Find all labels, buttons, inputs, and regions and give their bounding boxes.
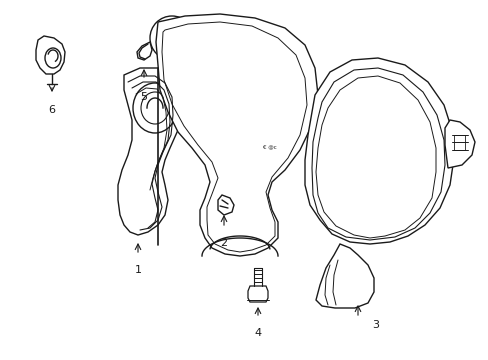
- Text: € @c: € @c: [263, 144, 276, 149]
- Ellipse shape: [45, 48, 61, 68]
- Text: 6: 6: [48, 105, 55, 115]
- Text: 2: 2: [220, 238, 227, 248]
- Circle shape: [158, 24, 185, 52]
- Polygon shape: [315, 244, 373, 308]
- Polygon shape: [247, 286, 267, 302]
- Polygon shape: [218, 195, 234, 215]
- Text: 1: 1: [134, 265, 141, 275]
- Circle shape: [150, 16, 194, 60]
- Ellipse shape: [141, 92, 169, 124]
- Polygon shape: [156, 14, 317, 256]
- Polygon shape: [444, 120, 474, 168]
- Polygon shape: [118, 68, 180, 235]
- Text: 4: 4: [254, 328, 261, 338]
- Text: 5: 5: [140, 92, 147, 102]
- Polygon shape: [36, 36, 65, 74]
- Polygon shape: [305, 58, 453, 244]
- Polygon shape: [137, 42, 152, 60]
- Text: 3: 3: [371, 320, 378, 330]
- Ellipse shape: [133, 83, 177, 133]
